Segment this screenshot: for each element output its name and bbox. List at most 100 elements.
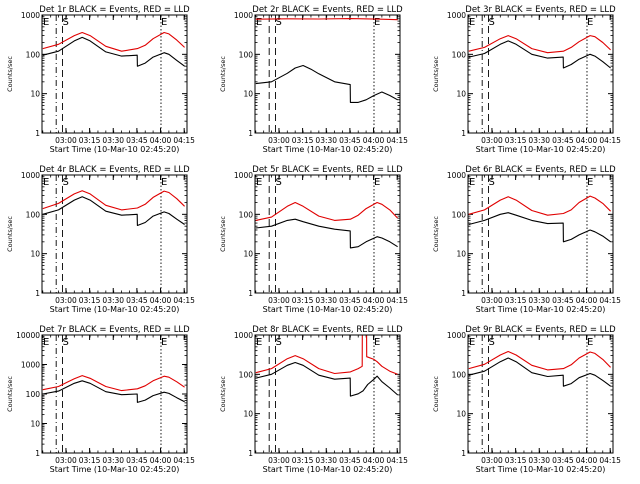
x-tick-label: 03:30 (528, 296, 550, 305)
events-series-line (468, 40, 611, 69)
x-tick-label: 03:30 (528, 456, 550, 465)
time-marker-label: S (62, 177, 68, 188)
x-tick-label: 03:30 (102, 136, 124, 145)
lld-series-line (468, 35, 611, 54)
x-tick-label: 03:00 (55, 296, 77, 305)
y-axis-label: Counts/sec (6, 56, 14, 92)
chart-title: Det 1r BLACK = Events, RED = LLD (39, 5, 190, 15)
y-tick-label: 10 (243, 250, 253, 259)
y-tick-label: 100 (26, 390, 41, 399)
y-tick-label: 10 (243, 90, 253, 99)
chart-panel-2: Det 2r BLACK = Events, RED = LLD 1 10 100 10… (219, 5, 408, 154)
y-axis-label: Counts/sec (432, 376, 440, 412)
x-tick-label: 03:30 (315, 136, 337, 145)
time-marker-label: S (488, 337, 494, 348)
events-series-line (468, 357, 611, 387)
plot-frame (41, 14, 188, 134)
x-tick-label: 03:30 (315, 296, 337, 305)
x-tick-label: 03:45 (339, 296, 361, 305)
x-axis-label: Start Time (10-Mar-10 02:45:20) (50, 465, 180, 474)
y-tick-label: 1000 (234, 171, 253, 180)
y-tick-label: 10 (456, 90, 466, 99)
time-marker-label: E (469, 337, 475, 348)
lld-series-line (255, 334, 398, 375)
lld-series-line (468, 195, 611, 216)
y-tick-label: 1000 (21, 11, 40, 20)
x-tick-label: 04:15 (173, 136, 195, 145)
time-marker-label: E (469, 17, 475, 28)
plot-frame (467, 334, 614, 454)
lld-series-line (42, 190, 185, 211)
time-marker-label: E (161, 337, 167, 348)
x-tick-label: 03:00 (481, 136, 503, 145)
x-tick-label: 03:00 (268, 456, 290, 465)
x-tick-label: 03:45 (126, 456, 148, 465)
lld-series-line (42, 375, 185, 392)
time-marker-label: E (161, 17, 167, 28)
chart-title: Det 9r BLACK = Events, RED = LLD (465, 325, 616, 335)
x-tick-label: 04:15 (599, 456, 621, 465)
x-tick-label: 04:00 (363, 456, 385, 465)
x-axis-label: Start Time (10-Mar-10 02:45:20) (476, 145, 606, 154)
y-axis-label: Counts/sec (6, 376, 14, 412)
y-tick-label: 1 (248, 289, 253, 298)
time-marker-label: E (43, 337, 49, 348)
events-series-line (42, 36, 185, 67)
x-tick-label: 04:15 (386, 456, 408, 465)
y-tick-label: 100 (452, 50, 467, 59)
y-tick-label: 100 (452, 210, 467, 219)
x-tick-label: 04:00 (150, 296, 172, 305)
plot-frame (254, 14, 401, 134)
x-tick-label: 03:45 (339, 456, 361, 465)
x-tick-label: 04:15 (173, 296, 195, 305)
y-tick-label: 10000 (16, 331, 40, 340)
y-tick-label: 1 (35, 289, 40, 298)
time-marker-label: E (374, 337, 380, 348)
x-tick-label: 04:15 (386, 136, 408, 145)
chart-title: Det 2r BLACK = Events, RED = LLD (252, 5, 403, 15)
time-marker-label: E (256, 337, 262, 348)
chart-title: Det 8r BLACK = Events, RED = LLD (252, 325, 403, 335)
chart-panel-7: Det 7r BLACK = Events, RED = LLD 1 10 100 10… (6, 325, 195, 474)
time-marker-label: E (43, 177, 49, 188)
y-tick-label: 1000 (21, 361, 40, 370)
chart-panel-5: Det 5r BLACK = Events, RED = LLD 1 10 100 10… (219, 165, 408, 314)
time-marker-label: E (161, 177, 167, 188)
x-tick-label: 03:15 (79, 136, 101, 145)
x-tick-label: 03:15 (505, 296, 527, 305)
y-axis-label: Counts/sec (219, 216, 227, 252)
y-tick-label: 1 (461, 289, 466, 298)
x-tick-label: 04:15 (599, 136, 621, 145)
time-marker-label: E (256, 17, 262, 28)
time-marker-label: S (275, 337, 281, 348)
y-axis-label: Counts/sec (432, 216, 440, 252)
y-tick-label: 10 (30, 250, 40, 259)
y-tick-label: 100 (239, 50, 254, 59)
time-marker-label: E (587, 177, 593, 188)
x-tick-label: 03:45 (339, 136, 361, 145)
x-tick-label: 03:30 (102, 296, 124, 305)
time-marker-label: S (62, 17, 68, 28)
time-marker-label: S (62, 337, 68, 348)
y-tick-label: 1000 (21, 171, 40, 180)
plot-frame (41, 174, 188, 294)
y-tick-label: 1000 (234, 331, 253, 340)
y-tick-label: 100 (452, 370, 467, 379)
time-marker-label: S (275, 177, 281, 188)
x-tick-label: 03:45 (126, 136, 148, 145)
plot-frame (254, 334, 401, 454)
x-tick-label: 04:00 (576, 296, 598, 305)
y-tick-label: 10 (30, 420, 40, 429)
y-tick-label: 100 (239, 370, 254, 379)
plot-frame (467, 14, 614, 134)
y-tick-label: 1 (35, 449, 40, 458)
plot-frame (467, 174, 614, 294)
chart-panel-9: Det 9r BLACK = Events, RED = LLD 1 10 100 10… (432, 325, 621, 474)
y-tick-label: 10 (456, 250, 466, 259)
events-series-line (42, 196, 185, 227)
x-tick-label: 03:15 (79, 296, 101, 305)
lld-series-line (468, 350, 611, 371)
x-tick-label: 03:15 (292, 456, 314, 465)
x-axis-label: Start Time (10-Mar-10 02:45:20) (476, 465, 606, 474)
time-marker-label: S (275, 17, 281, 28)
